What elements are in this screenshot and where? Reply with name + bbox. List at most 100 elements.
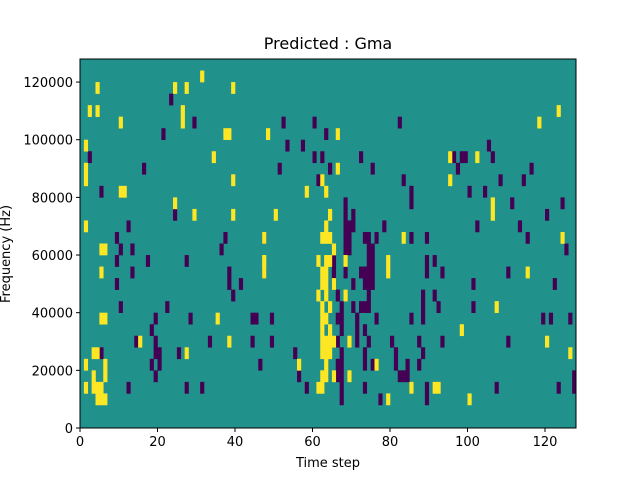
- heatmap-cell-low: [339, 347, 344, 360]
- heatmap-cell-low: [231, 289, 236, 302]
- heatmap-cell-high: [200, 70, 205, 83]
- heatmap-cell-low: [153, 370, 158, 383]
- heatmap-cell-high: [537, 116, 542, 129]
- heatmap-cell-low: [99, 347, 104, 360]
- heatmap-cell-high: [324, 231, 329, 244]
- heatmap-cell-high: [320, 335, 325, 348]
- heatmap-cell-low: [393, 358, 399, 371]
- heatmap-cell-high: [99, 266, 104, 279]
- heatmap-cell-low: [463, 151, 468, 164]
- heatmap-cell-high: [568, 347, 573, 360]
- heatmap-cell-low: [366, 278, 371, 290]
- y-tick-label: 0: [65, 422, 73, 437]
- heatmap-cell-low: [312, 116, 317, 129]
- heatmap-cell-low: [285, 139, 290, 152]
- heatmap-cell-high: [490, 208, 495, 221]
- heatmap-cell-high: [324, 347, 329, 360]
- x-axis-title: Time step: [295, 456, 360, 471]
- heatmap-cell-high: [103, 358, 108, 371]
- heatmap-cell-low: [157, 347, 162, 360]
- heatmap-cell-low: [483, 185, 488, 198]
- heatmap-cell-low: [176, 347, 182, 360]
- x-tick-label: 20: [149, 435, 166, 450]
- heatmap-cell-high: [297, 358, 302, 371]
- heatmap-cell-low: [297, 370, 302, 383]
- heatmap-cell-high: [320, 324, 325, 337]
- heatmap-cell-high: [320, 347, 325, 360]
- heatmap-cell-low: [366, 255, 371, 267]
- heatmap-cell-low: [153, 312, 158, 325]
- heatmap-cell-low: [409, 312, 414, 325]
- heatmap-cell-high: [331, 370, 337, 383]
- heatmap-cell-low: [366, 243, 371, 256]
- x-tick-label: 120: [533, 435, 558, 450]
- x-axis: 0 20 40 60 80 100 120: [76, 428, 558, 450]
- heatmap-cell-high: [556, 105, 561, 117]
- heatmap-cell-low: [320, 151, 325, 164]
- heatmap-cell-low: [324, 128, 329, 141]
- heatmap-cell-low: [331, 266, 337, 279]
- heatmap-cell-low: [142, 162, 147, 175]
- heatmap-cell-low: [165, 301, 170, 313]
- heatmap-cell-high: [331, 243, 337, 256]
- heatmap-cell-low: [521, 174, 526, 187]
- heatmap-cell-high: [95, 393, 100, 406]
- heatmap-cell-high: [560, 231, 565, 244]
- heatmap-cell-low: [506, 335, 511, 348]
- heatmap-cell-low: [238, 278, 244, 290]
- heatmap-cell-low: [397, 116, 402, 129]
- heatmap-cell-high: [331, 278, 337, 290]
- heatmap-cell-low: [490, 151, 495, 164]
- heatmap-cell-high: [83, 162, 89, 175]
- heatmap-cell-low: [250, 312, 255, 325]
- heatmap-cell-low: [227, 266, 232, 279]
- heatmap-cell-low: [409, 185, 414, 198]
- heatmap-cell-low: [149, 358, 154, 371]
- heatmap-cell-high: [324, 185, 329, 198]
- heatmap-cell-high: [103, 393, 108, 406]
- heatmap-cell-low: [572, 370, 577, 383]
- heatmap-cell-low: [347, 243, 352, 256]
- heatmap-cell-high: [328, 301, 333, 313]
- heatmap-cell-low: [362, 324, 368, 337]
- heatmap-cell-high: [83, 381, 89, 394]
- heatmap-cell-high: [304, 185, 309, 198]
- x-tick-label: 0: [76, 435, 84, 450]
- y-tick-label: 60000: [32, 249, 73, 264]
- heatmap-cell-low: [525, 231, 530, 244]
- heatmap-cell-low: [184, 381, 189, 394]
- heatmap-cell-low: [359, 301, 364, 313]
- heatmap-cell-low: [417, 358, 422, 371]
- heatmap-cell-high: [324, 266, 329, 279]
- heatmap-cell-low: [374, 312, 379, 325]
- heatmap-cell-high: [223, 128, 228, 141]
- x-tick-label: 100: [455, 435, 480, 450]
- heatmap-cell-low: [130, 266, 135, 279]
- heatmap-cell-low: [432, 255, 437, 267]
- heatmap-cell-low: [370, 358, 375, 371]
- heatmap-cell-high: [343, 255, 348, 267]
- heatmap-cell-high: [436, 381, 441, 394]
- heatmap-cell-low: [192, 116, 197, 129]
- heatmap-cell-low: [362, 301, 368, 313]
- heatmap-cell-low: [269, 312, 275, 325]
- heatmap-cell-high: [545, 335, 550, 348]
- heatmap-cell-high: [335, 128, 340, 141]
- heatmap-cell-low: [424, 231, 430, 244]
- heatmap-cell-low: [378, 393, 383, 406]
- heatmap-cell-low: [343, 208, 348, 221]
- heatmap-cell-low: [382, 220, 387, 233]
- heatmap-cell-high: [87, 105, 92, 117]
- heatmap-cell-high: [83, 220, 89, 233]
- heatmap-cell-low: [339, 301, 344, 313]
- heatmap-cell-low: [366, 335, 371, 348]
- heatmap-cell-high: [99, 393, 104, 406]
- heatmap-cell-low: [359, 266, 364, 279]
- heatmap-cell-low: [161, 128, 166, 141]
- chart-title: Predicted : Gma: [264, 34, 392, 53]
- heatmap-cell-low: [459, 151, 464, 164]
- heatmap-cell-high: [83, 358, 89, 371]
- heatmap-cell-low: [405, 358, 410, 371]
- heatmap-cell-high: [138, 335, 143, 348]
- heatmap-cell-high: [83, 174, 89, 187]
